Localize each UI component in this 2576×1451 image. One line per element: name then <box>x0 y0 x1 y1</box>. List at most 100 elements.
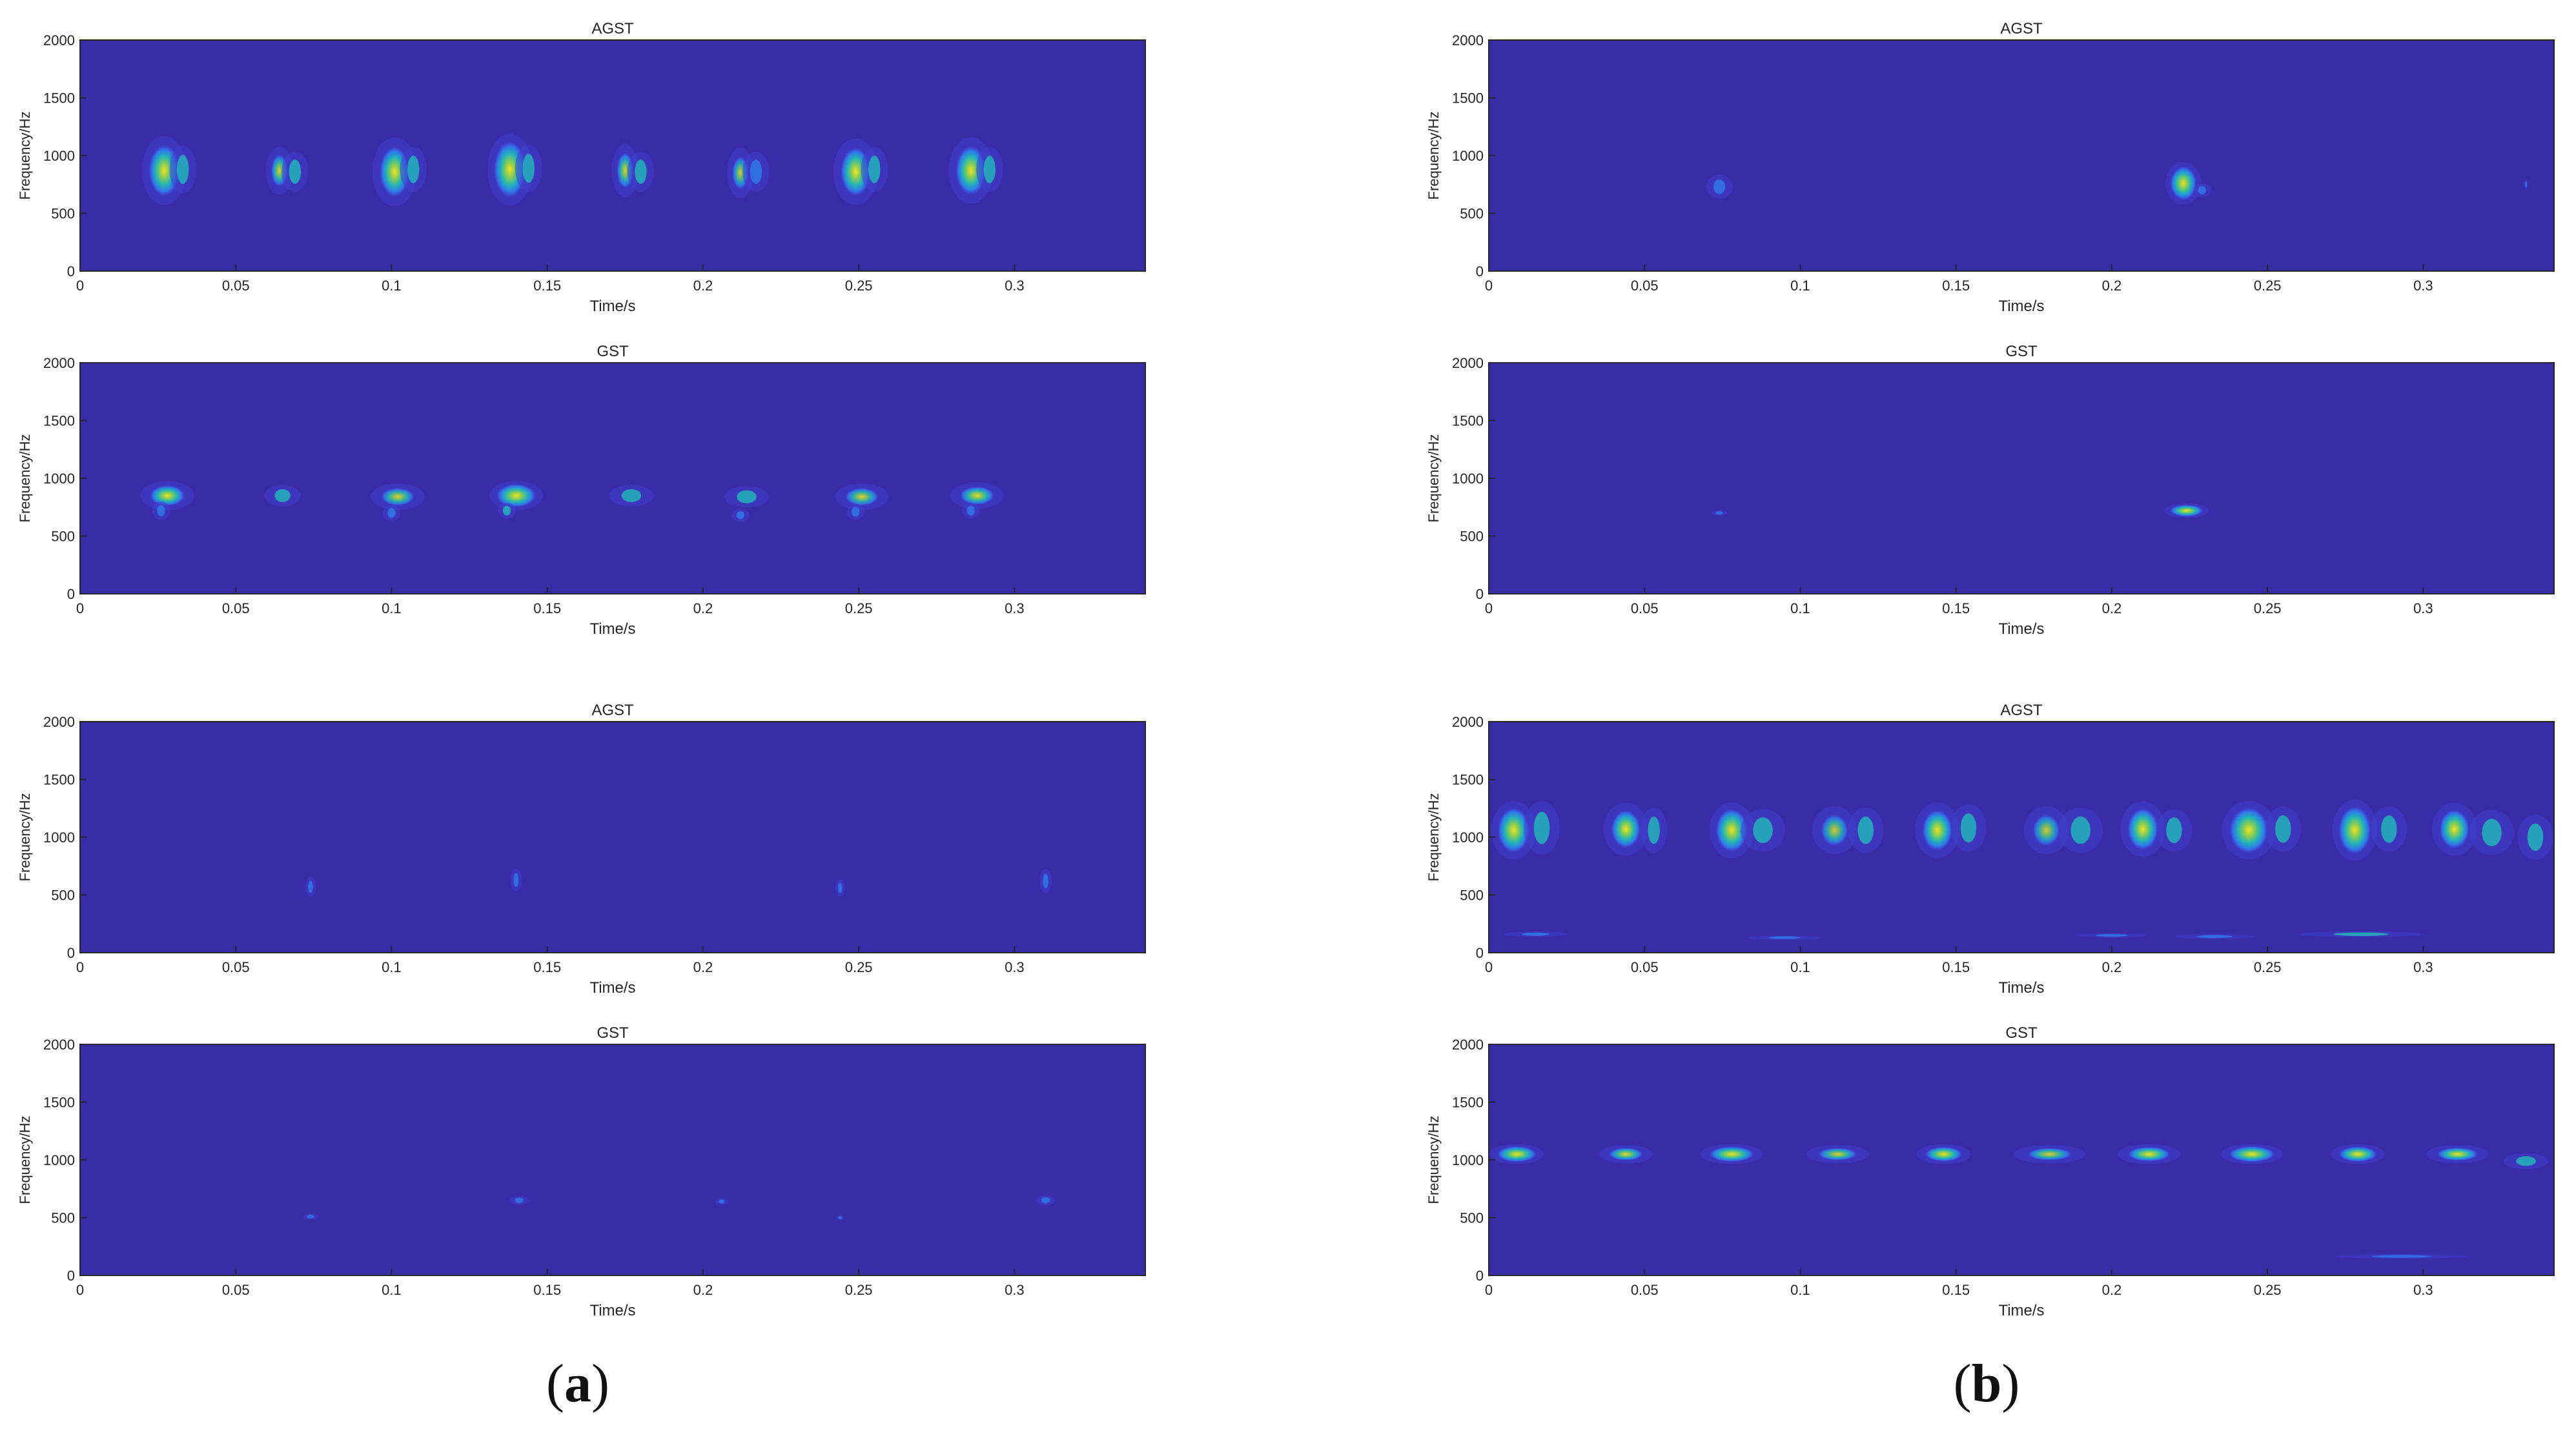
energy-region <box>635 159 647 184</box>
y-axis-label: Frequency/Hz <box>17 1116 33 1204</box>
spectrogram-b-3: AGST 0 0.05 0.1 0.15 0.2 0.25 0.3 0 500 1000 1500 20… <box>1426 702 2555 997</box>
chart-title: AGST <box>2000 702 2043 719</box>
energy-region <box>1817 1148 1858 1161</box>
panel-label-b: (b) <box>1953 1354 2020 1414</box>
x-tick-label: 0.25 <box>2254 600 2282 616</box>
x-tick-label: 0.15 <box>1942 278 1970 294</box>
energy-region <box>1041 1197 1050 1204</box>
energy-region <box>1715 511 1723 515</box>
x-tick-label: 0.1 <box>1790 278 1810 294</box>
x-tick-label: 0.3 <box>1005 600 1025 616</box>
x-tick-label: 0.15 <box>1942 959 1970 975</box>
x-tick-label: 0.25 <box>2254 1282 2282 1298</box>
energy-region <box>157 505 165 516</box>
energy-region <box>407 156 420 183</box>
y-tick-label: 2000 <box>1452 1037 1484 1053</box>
x-tick-label: 0.25 <box>845 600 873 616</box>
energy-region <box>515 1197 524 1204</box>
y-tick-label: 1000 <box>43 148 75 164</box>
energy-region <box>2524 181 2528 188</box>
energy-region <box>2228 1146 2276 1162</box>
x-tick-label: 0.3 <box>2413 600 2433 616</box>
y-tick-label: 2000 <box>43 32 75 48</box>
energy-region <box>2338 805 2372 855</box>
y-tick-label: 500 <box>1460 206 1484 222</box>
energy-region <box>2198 186 2206 194</box>
y-tick-label: 0 <box>1476 586 1484 602</box>
plot-background <box>1489 363 2554 594</box>
energy-region <box>1821 814 1849 847</box>
chart-title: AGST <box>2000 20 2043 37</box>
energy-region <box>736 511 744 520</box>
x-tick-label: 0.1 <box>382 278 402 294</box>
energy-region <box>1533 811 1550 844</box>
chart-title: GST <box>597 1024 629 1042</box>
energy-region <box>2438 809 2470 849</box>
energy-region <box>1753 817 1773 844</box>
x-tick-label: 0 <box>76 959 84 975</box>
energy-region <box>522 154 535 183</box>
energy-region <box>2169 165 2197 201</box>
x-tick-label: 0.3 <box>1005 278 1025 294</box>
energy-region <box>1924 1146 1963 1162</box>
x-tick-label: 0.1 <box>382 1282 402 1298</box>
energy-region <box>837 882 843 893</box>
energy-region <box>1608 1147 1644 1161</box>
spectrogram-a-1: AGST 0 0.05 0.1 0.15 0.2 0.25 0.3 0 500 1000 1500 20… <box>17 20 1146 315</box>
energy-regions <box>140 481 1005 522</box>
energy-region <box>2436 1147 2479 1161</box>
plot-background <box>80 722 1145 953</box>
chart-title: AGST <box>591 20 634 37</box>
x-tick-label: 0.2 <box>693 959 713 975</box>
y-tick-label: 1500 <box>43 772 75 788</box>
y-tick-label: 1500 <box>1452 772 1484 788</box>
energy-region <box>1610 809 1641 849</box>
energy-region <box>750 159 762 184</box>
energy-region <box>719 1199 725 1204</box>
energy-regions <box>1706 162 2529 205</box>
energy-region <box>307 1214 314 1219</box>
x-tick-label: 0 <box>76 1282 84 1298</box>
energy-region <box>387 508 396 518</box>
x-tick-label: 0.1 <box>382 600 402 616</box>
energy-region <box>2527 823 2544 851</box>
y-tick-label: 500 <box>51 529 75 545</box>
x-axis-label: Time/s <box>589 298 635 315</box>
x-tick-label: 0.05 <box>1631 278 1659 294</box>
y-axis-label: Frequency/Hz <box>17 793 33 882</box>
x-tick-label: 0.3 <box>2413 959 2433 975</box>
energy-region <box>149 485 186 507</box>
energy-region <box>621 489 642 502</box>
x-tick-label: 0.1 <box>1790 1282 1810 1298</box>
energy-region <box>380 487 415 506</box>
energy-region <box>2275 815 2291 843</box>
energy-region <box>737 490 757 503</box>
energy-region <box>308 880 313 893</box>
x-tick-label: 0.25 <box>2254 278 2282 294</box>
energy-region <box>1708 1146 1755 1162</box>
energy-regions <box>1491 799 2553 940</box>
y-tick-label: 2000 <box>43 1037 75 1053</box>
energy-region <box>289 159 302 184</box>
x-tick-label: 0.15 <box>1942 600 1970 616</box>
x-tick-label: 0.1 <box>1790 959 1810 975</box>
energy-region <box>274 489 291 502</box>
plot-background <box>1489 40 2554 271</box>
energy-region <box>2032 814 2061 847</box>
energy-region <box>1713 179 1726 194</box>
x-tick-label: 0.05 <box>222 1282 250 1298</box>
x-tick-label: 0.15 <box>533 278 561 294</box>
energy-regions <box>1489 1144 2549 1259</box>
energy-region <box>1960 813 1977 843</box>
x-tick-label: 0.15 <box>533 1282 561 1298</box>
y-tick-label: 0 <box>1476 1268 1484 1284</box>
x-tick-label: 0.25 <box>845 1282 873 1298</box>
x-tick-label: 0.1 <box>382 959 402 975</box>
x-axis-label: Time/s <box>1998 298 2044 315</box>
y-axis-label: Frequency/Hz <box>17 434 33 523</box>
y-tick-label: 2000 <box>43 714 75 730</box>
x-tick-label: 0.05 <box>1631 600 1659 616</box>
chart-title: GST <box>597 343 629 360</box>
x-tick-label: 0.1 <box>1790 600 1810 616</box>
y-tick-label: 500 <box>1460 529 1484 545</box>
